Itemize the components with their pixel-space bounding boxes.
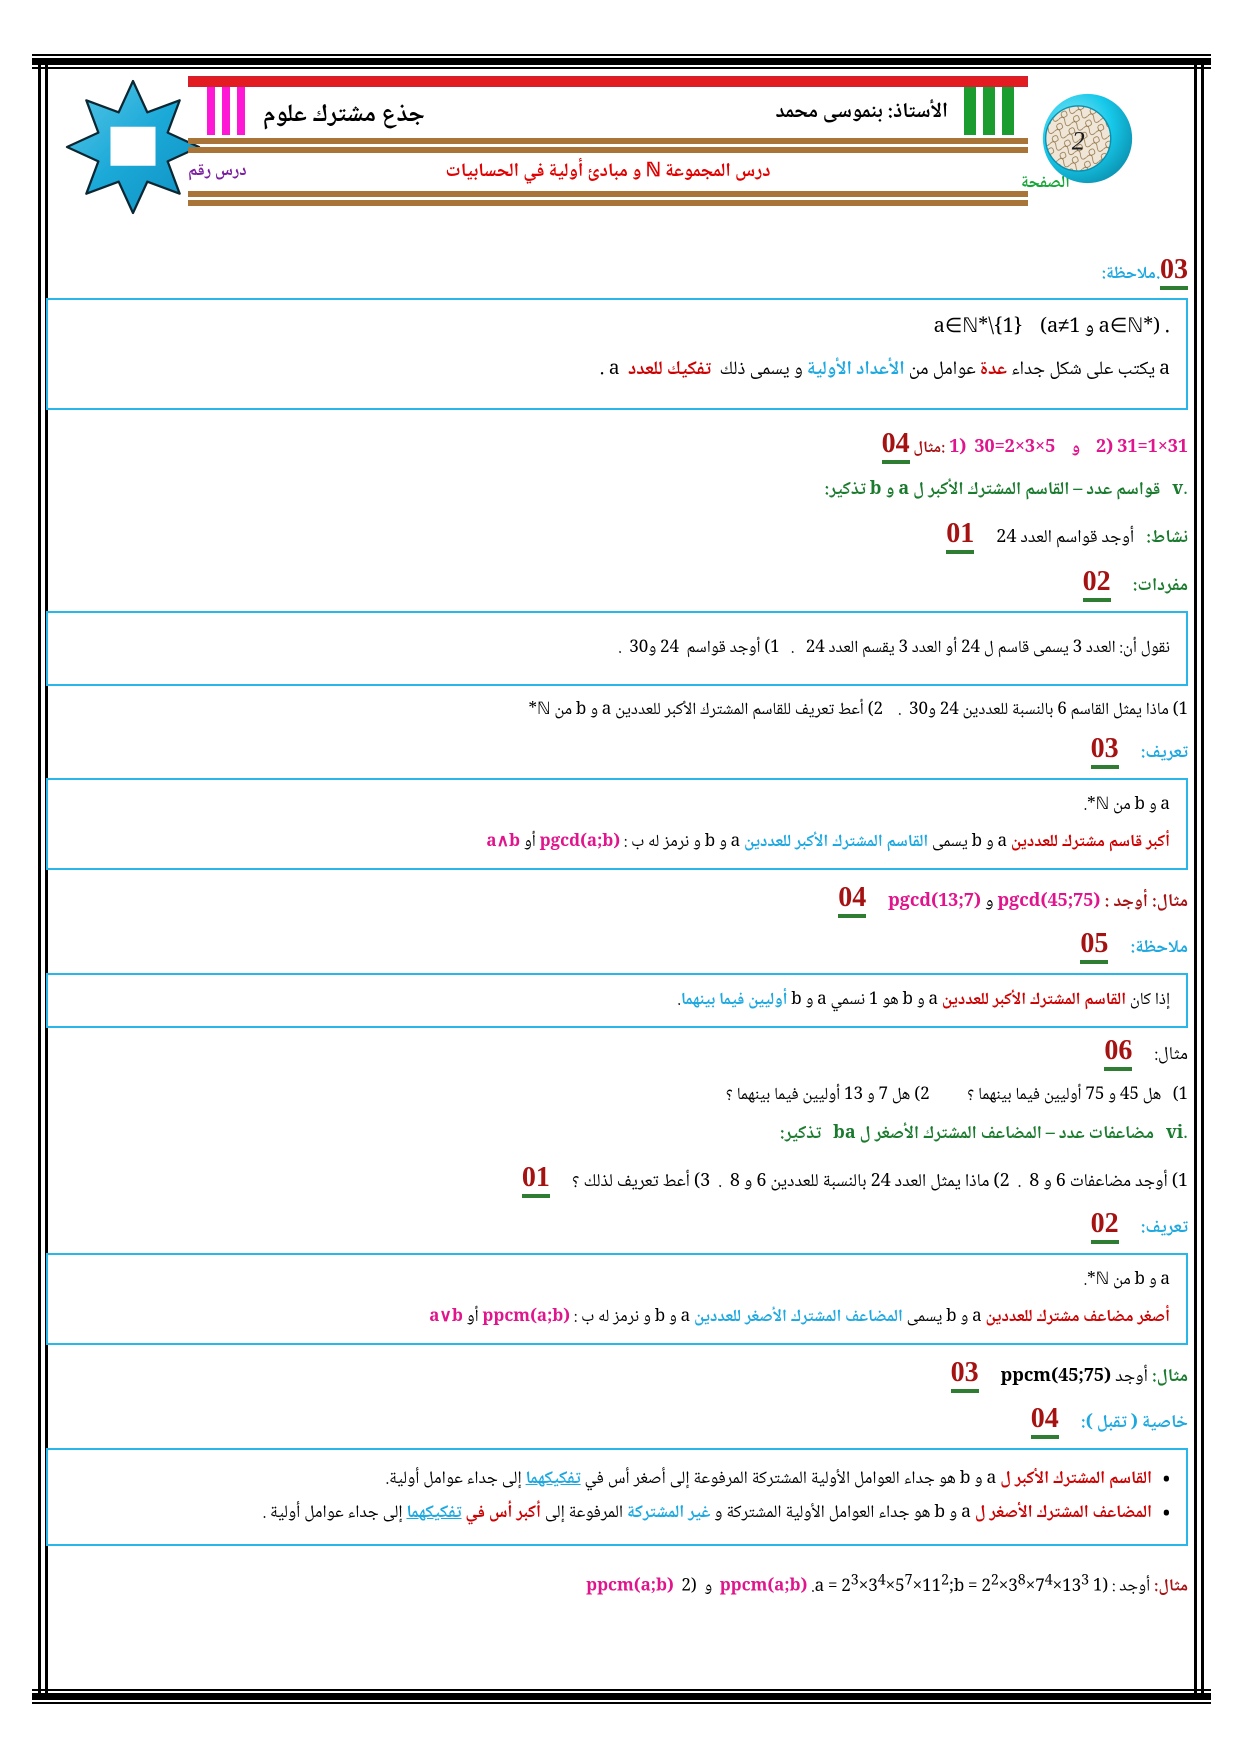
svg-text:2: 2 — [1072, 127, 1085, 156]
